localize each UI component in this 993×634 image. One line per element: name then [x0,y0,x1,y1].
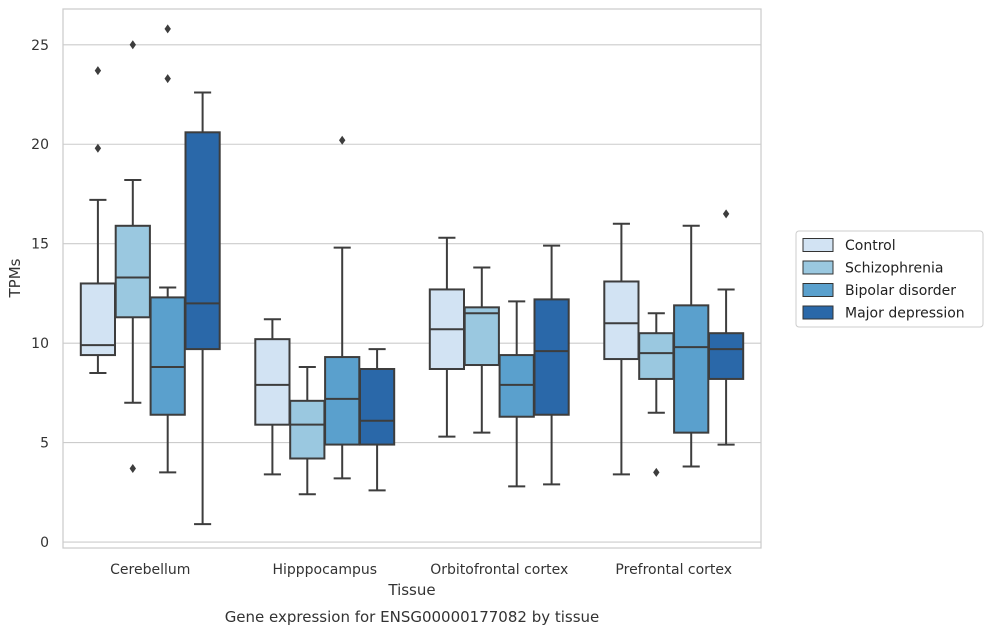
y-tick-label: 0 [40,535,49,551]
legend-swatch [802,305,834,320]
outlier-point [164,24,171,34]
box-body [79,282,117,357]
y-tick-label: 25 [31,38,49,54]
box-0-1 [114,40,151,473]
box-body [324,356,361,446]
plot-frame [62,8,762,549]
x-tick-label: Hipppocampus [272,562,377,578]
chart-caption: Gene expression for ENSG00000177082 by t… [225,608,600,626]
outlier-point [339,135,346,145]
box-body [149,296,186,416]
box-3-3 [707,209,745,446]
outlier-point [722,209,730,219]
x-tick-label: Orbitofrontal cortex [430,562,568,578]
y-tick-label: 20 [31,137,49,153]
legend-label: Control [845,238,896,254]
box-body [463,306,500,367]
legend-frame [795,230,984,328]
box-1-2 [324,135,361,480]
box-body [184,131,221,351]
outlier-point [164,74,171,84]
y-tick-labels: 0 5 10 15 20 25 [31,38,49,551]
box-groups [79,24,745,526]
box-body [707,332,745,380]
box-body [533,298,570,416]
x-tick-label: Cerebellum [110,562,190,578]
box-1-3 [358,348,396,492]
legend-label: Schizophrenia [845,261,943,277]
legend-label: Bipolar disorder [845,283,956,299]
box-3-2 [673,224,710,468]
legend-swatch [802,260,834,275]
x-tick-labels: Cerebellum Hipppocampus Orbitofrontal cort… [110,562,732,578]
box-body [114,224,151,319]
y-tick-label: 5 [40,436,49,452]
box-2-2 [498,300,535,488]
legend-label: Major depression [845,306,965,322]
x-tick-label: Prefrontal cortex [615,562,732,578]
box-body [358,367,396,446]
legend-swatch [802,283,834,297]
outlier-point [129,40,136,50]
legend-swatch [802,238,834,252]
outlier-point [94,143,102,153]
box-body [638,332,675,380]
y-tick-label: 15 [31,237,49,253]
outlier-point [653,467,660,477]
box-body [673,304,710,434]
box-0-0 [79,66,117,374]
box-3-0 [603,222,640,476]
box-2-3 [533,244,570,486]
y-tick-label: 10 [31,336,49,352]
outlier-point [94,66,102,76]
box-body [289,399,326,460]
outlier-point [129,463,136,473]
legend: Control Schizophrenia Bipolar disorder Majo… [795,230,984,328]
box-1-0 [254,318,291,476]
box-2-1 [463,266,500,434]
box-body [603,280,640,361]
box-1-1 [289,366,326,496]
y-axis-label: TPMs [6,258,24,298]
box-body [254,338,291,426]
x-axis-label: Tissue [387,581,435,599]
box-0-2 [149,24,186,474]
box-0-3 [184,91,221,526]
